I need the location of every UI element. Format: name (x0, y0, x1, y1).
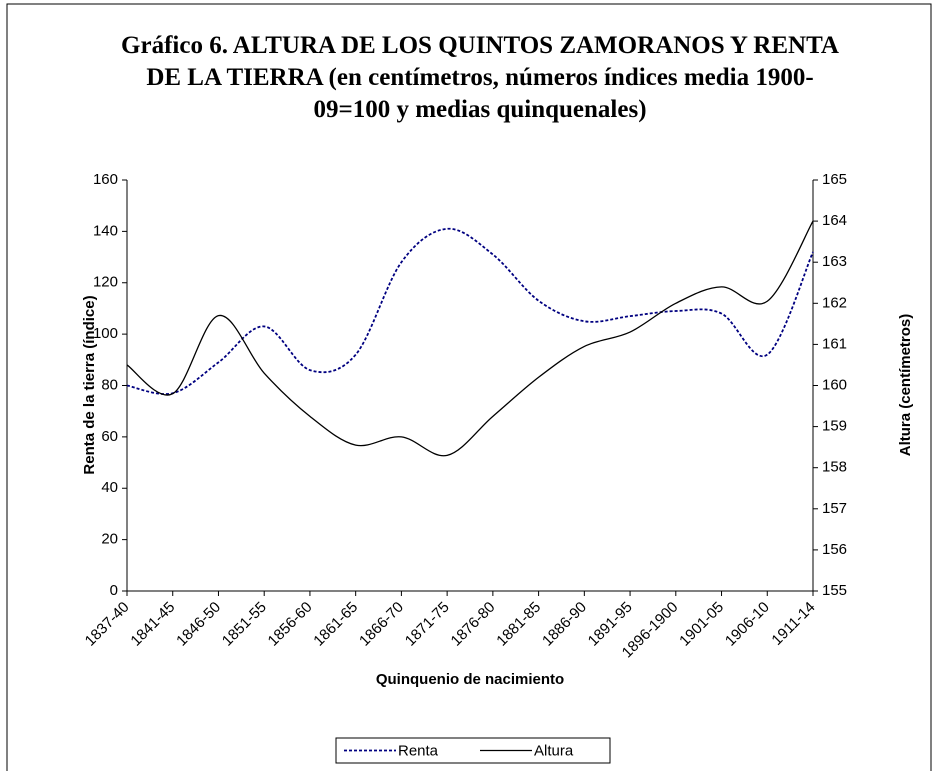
x-tick-label: 1906-10 (722, 599, 773, 650)
x-tick-label: 1856-60 (265, 599, 316, 650)
y-tick-label: 120 (93, 274, 118, 291)
y-tick-label: 140 (93, 222, 118, 239)
y2-tick-label: 158 (822, 459, 847, 476)
y-tick-label: 40 (101, 479, 118, 496)
chart-frame (6, 3, 932, 771)
y2-tick-label: 161 (822, 335, 847, 352)
y-tick-label: 160 (93, 171, 118, 188)
y2-tick-label: 156 (822, 541, 847, 558)
y-tick-label: 20 (101, 531, 118, 548)
y2-tick-label: 159 (822, 418, 847, 435)
y2-tick-label: 162 (822, 294, 847, 311)
series-line (126, 220, 814, 457)
x-tick-label: 1861-65 (310, 599, 361, 650)
legend-label: Altura (534, 742, 574, 759)
y2-tick-label: 163 (822, 253, 847, 270)
x-tick-label: 1911-14 (768, 599, 818, 649)
x-tick-label: 1881-85 (493, 599, 544, 650)
y2-axis-label: Altura (centímetros) (897, 314, 914, 457)
chart-title: Gráfico 6. ALTURA DE LOS QUINTOS ZAMORAN… (121, 32, 839, 123)
y-tick-label: 0 (110, 582, 118, 599)
y-tick-label: 80 (101, 376, 118, 393)
x-tick-label: 1841-45 (127, 599, 178, 650)
y-tick-label: 60 (101, 428, 118, 445)
y-axis-label: Renta de la tierra (índice) (81, 295, 98, 474)
y2-tick-label: 165 (822, 171, 847, 188)
y2-tick-label: 155 (822, 582, 847, 599)
legend-label: Renta (398, 742, 439, 759)
y2-tick-label: 164 (822, 212, 847, 229)
y2-tick-label: 160 (822, 376, 847, 393)
y-tick-label: 100 (93, 325, 118, 342)
x-tick-label: 1886-90 (539, 599, 590, 650)
x-tick-label: 1846-50 (173, 599, 224, 650)
y2-tick-label: 157 (822, 500, 847, 517)
x-tick-label: 1851-55 (219, 599, 270, 650)
series-line (126, 227, 814, 395)
x-tick-label: 1876-80 (448, 599, 499, 650)
x-axis-label: Quinquenio de nacimiento (376, 671, 564, 688)
x-tick-label: 1901-05 (676, 599, 727, 650)
x-tick-label: 1871-75 (402, 599, 453, 650)
x-tick-label: 1837-40 (82, 599, 133, 650)
x-tick-label: 1866-70 (356, 599, 407, 650)
